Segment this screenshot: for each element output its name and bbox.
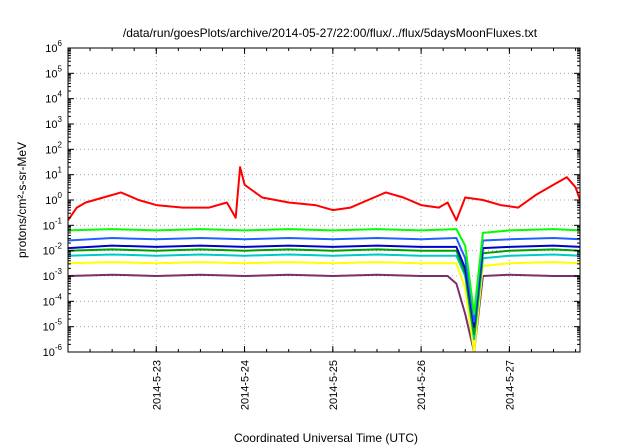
series-layer xyxy=(68,166,580,352)
y-tick-label: 10-2 xyxy=(43,242,63,258)
y-tick-label: 10-1 xyxy=(43,216,63,232)
x-tick-label: 2014-5-24 xyxy=(240,360,252,410)
x-tick-label: 2014-5-26 xyxy=(416,360,428,410)
y-tick-label: 10-4 xyxy=(43,292,63,308)
series-line-3 xyxy=(68,248,580,336)
y-tick-label: 103 xyxy=(45,115,62,131)
x-tick-label: 2014-5-25 xyxy=(328,360,340,410)
y-tick-label: 100 xyxy=(45,191,62,207)
y-tick-label: 106 xyxy=(45,39,62,55)
y-tick-label: 104 xyxy=(45,90,62,106)
x-axis: 2014-5-23 2014-5-24 2014-5-25 2014-5-26 2014… xyxy=(67,48,577,410)
grid xyxy=(68,48,580,352)
y-tick-label: 102 xyxy=(45,140,62,156)
series-line-1 xyxy=(68,261,580,352)
x-tick-label: 2014-5-27 xyxy=(504,360,516,410)
series-line-6 xyxy=(68,228,580,315)
y-tick-label: 101 xyxy=(45,166,62,182)
series-line-7 xyxy=(68,166,580,222)
y-tick-label: 10-5 xyxy=(43,318,63,334)
chart-title: /data/run/goesPlots/archive/2014-05-27/2… xyxy=(123,26,538,40)
y-tick-label: 105 xyxy=(45,64,62,80)
y-axis: 10-6 10-5 10-4 10-3 10-2 10-1 100 101 102 103 104 1… xyxy=(43,39,580,359)
y-tick-label: 10-6 xyxy=(43,343,63,359)
x-tick-label: 2014-5-23 xyxy=(151,360,163,410)
series-line-2 xyxy=(68,253,580,341)
y-axis-label: protons/cm²-s-sr-MeV xyxy=(15,142,29,258)
series-line-5 xyxy=(68,237,580,323)
y-tick-label: 10-3 xyxy=(43,267,63,283)
x-axis-label: Coordinated Universal Time (UTC) xyxy=(234,431,418,445)
series-line-0 xyxy=(68,273,580,352)
series-line-4 xyxy=(68,244,580,328)
